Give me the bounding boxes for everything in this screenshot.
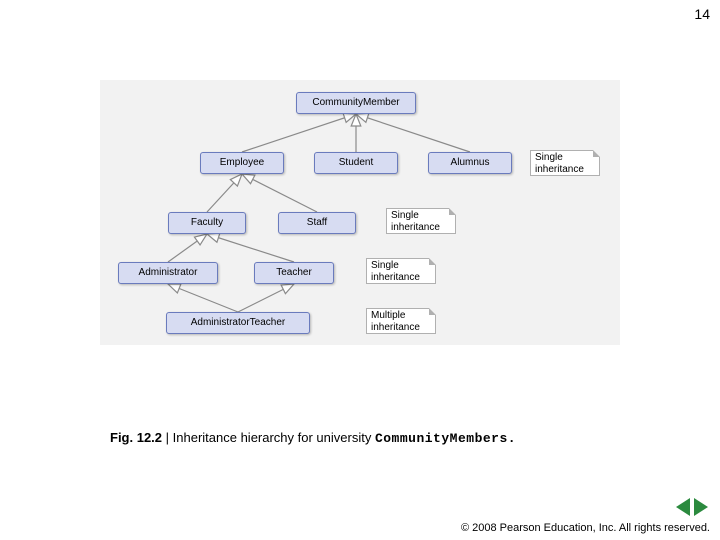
class-node-fac: Faculty: [168, 212, 246, 234]
inheritance-edge: [356, 114, 470, 152]
annotation-note: Single inheritance: [366, 258, 436, 284]
annotation-note: Single inheritance: [386, 208, 456, 234]
inheritance-edge: [242, 114, 356, 152]
page-number: 14: [694, 6, 710, 22]
nav-controls: [676, 498, 708, 516]
annotation-note: Multiple inheritance: [366, 308, 436, 334]
class-node-at: AdministratorTeacher: [166, 312, 310, 334]
inheritance-edge: [242, 174, 317, 212]
caption-text: Inheritance hierarchy for university: [173, 430, 375, 445]
inheritance-edge: [238, 284, 294, 312]
diagram-area: CommunityMember Employee Student Alumnus Fac…: [100, 80, 620, 345]
inheritance-edge: [168, 284, 238, 312]
inheritance-edge: [168, 234, 207, 262]
caption-sep: |: [162, 430, 173, 445]
copyright-footer: © 2008 Pearson Education, Inc. All right…: [461, 522, 710, 534]
figure-caption: Fig. 12.2 | Inheritance hierarchy for un…: [110, 430, 516, 446]
class-node-alu: Alumnus: [428, 152, 512, 174]
class-node-stu: Student: [314, 152, 398, 174]
annotation-note: Single inheritance: [530, 150, 600, 176]
class-node-adm: Administrator: [118, 262, 218, 284]
inheritance-edge: [207, 174, 242, 212]
class-node-emp: Employee: [200, 152, 284, 174]
class-node-tch: Teacher: [254, 262, 334, 284]
next-slide-icon[interactable]: [694, 498, 708, 516]
figure-number: Fig. 12.2: [110, 430, 162, 445]
class-node-cm: CommunityMember: [296, 92, 416, 114]
inheritance-edge: [207, 234, 294, 262]
prev-slide-icon[interactable]: [676, 498, 690, 516]
slide-page: 14 CommunityMember Employee Student Alumnus…: [0, 0, 720, 540]
caption-code: CommunityMembers.: [375, 431, 516, 446]
class-node-stf: Staff: [278, 212, 356, 234]
